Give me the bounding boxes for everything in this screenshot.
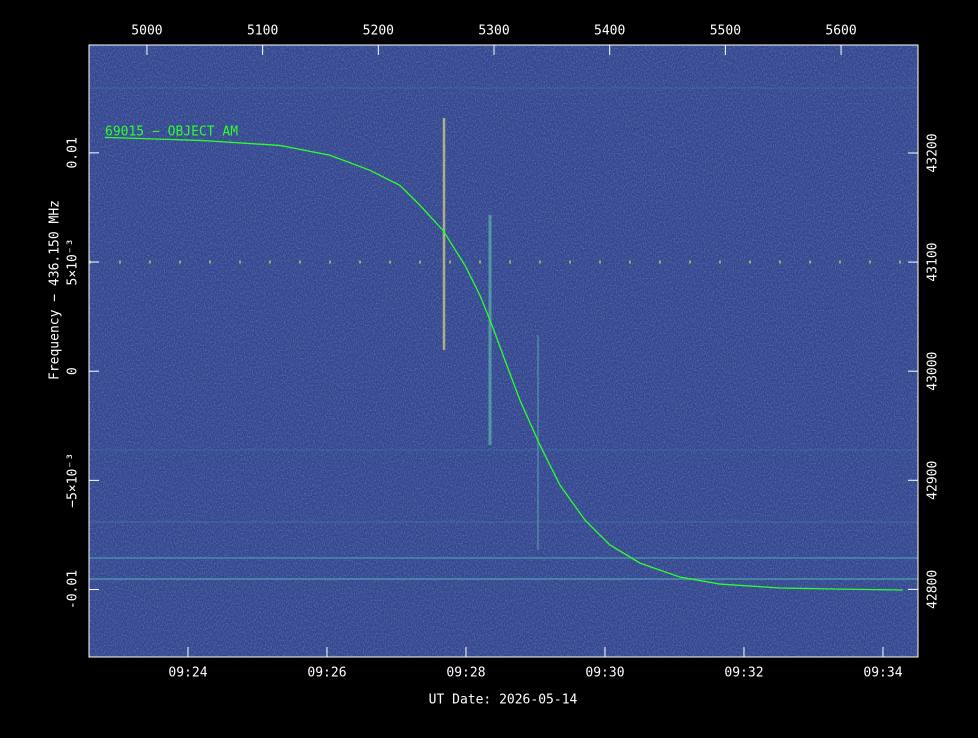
y2-tick-label: 42900 xyxy=(926,461,941,500)
interference xyxy=(89,87,918,580)
y-tick-label: -0.01 xyxy=(66,570,81,609)
x-tick-label: 09:26 xyxy=(307,666,346,681)
x-tick-label: 09:32 xyxy=(724,666,763,681)
y2-tick-label: 43100 xyxy=(926,243,941,282)
x2-tick-label: 5100 xyxy=(247,24,278,39)
y-tick-label: 0.01 xyxy=(66,137,81,168)
x2-tick-label: 5300 xyxy=(478,24,509,39)
x2-tick-label: 5600 xyxy=(825,24,856,39)
x2-tick-label: 5000 xyxy=(131,24,162,39)
x-tick-label: 09:24 xyxy=(168,666,207,681)
y-axis-title: Frequency − 436.150 MHz xyxy=(48,200,63,380)
noise xyxy=(89,45,918,657)
x-tick-label: 09:34 xyxy=(863,666,902,681)
series-line xyxy=(104,136,903,591)
y2-tick-label: 43000 xyxy=(926,352,941,391)
x-tick-label: 09:28 xyxy=(446,666,485,681)
y-tick-label: 5×10⁻³ xyxy=(66,239,81,286)
x2-tick-label: 5400 xyxy=(594,24,625,39)
x-axis-title: UT Date: 2026-05-14 xyxy=(429,693,578,708)
series-label: 69015 − OBJECT AM xyxy=(105,125,238,140)
y2-tick-label: 42800 xyxy=(926,570,941,609)
y2-tick-label: 43200 xyxy=(926,133,941,172)
plot-frame xyxy=(88,44,919,658)
x2-tick-label: 5200 xyxy=(363,24,394,39)
x2-tick-label: 5500 xyxy=(710,24,741,39)
y-tick-label: 0 xyxy=(66,367,81,375)
y-tick-label: −5×10⁻³ xyxy=(66,453,81,508)
x-tick-label: 09:30 xyxy=(585,666,624,681)
